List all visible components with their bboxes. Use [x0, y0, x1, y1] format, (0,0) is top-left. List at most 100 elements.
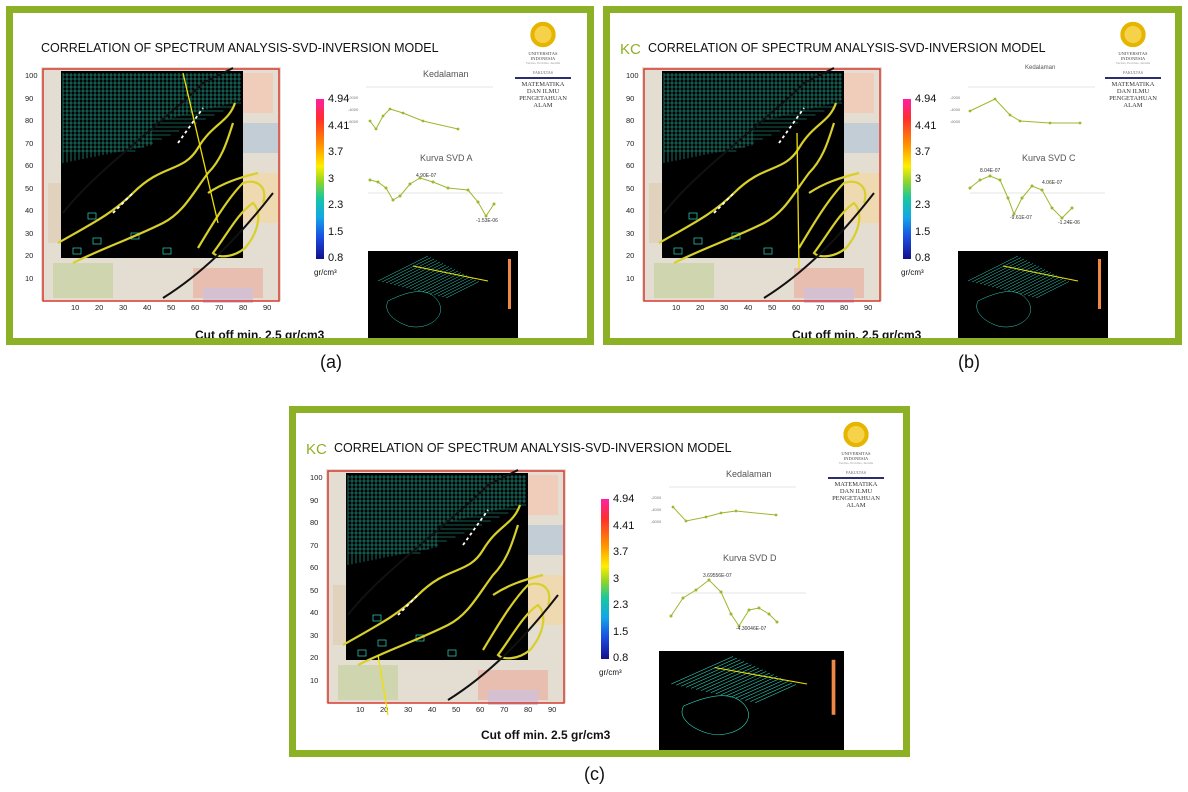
colorbar-unit: gr/cm³ [599, 668, 622, 677]
logo-university-line: INDONESIA [843, 456, 869, 461]
makara-seal-icon [1120, 21, 1146, 51]
logo-fakultas-line: MATEMATIKA [1111, 81, 1155, 88]
slide-panel-c: KC CORRELATION OF SPECTRUM ANALYSIS-SVD-I… [289, 406, 910, 757]
dashed-fault [397, 509, 489, 616]
svd-point [1070, 206, 1074, 210]
3d-model-view [958, 251, 1108, 338]
svd-series-line [369, 177, 495, 217]
geology-patch [243, 173, 278, 223]
logo-fakultas-line: PENGETAHUAN [1109, 95, 1157, 102]
svd-series-line [670, 579, 778, 627]
density-anomaly [688, 212, 698, 220]
geology-patch [844, 173, 879, 223]
logo-university-line: UNIVERSITAS [841, 451, 871, 456]
logo-divider [1105, 77, 1161, 79]
colorbar-value: 2.3 [915, 199, 931, 211]
depth-chart-title: Kedalaman [726, 469, 772, 479]
map-boundary [42, 68, 280, 302]
svg-text:-6000: -6000 [348, 119, 359, 124]
3d-profile-line [714, 666, 808, 685]
3d-model-view [659, 651, 844, 750]
depth-chart: -2000 -4000 -6000 [348, 86, 493, 131]
svg-text:-4000: -4000 [950, 107, 961, 112]
geology-patch [338, 665, 398, 700]
map-y-tick: 100 [310, 473, 323, 482]
logo-divider [828, 477, 884, 479]
map-x-tick: 70 [816, 303, 825, 312]
svd-point [729, 612, 733, 616]
depth-point [774, 513, 778, 517]
depth-chart-title: Kedalaman [1025, 65, 1056, 71]
3d-colorbar [1098, 259, 1101, 309]
depth-point [968, 109, 972, 113]
density-colorbar [903, 99, 911, 259]
svd-point [694, 588, 698, 592]
slide-content-b: KC CORRELATION OF SPECTRUM ANALYSIS-SVD-I… [610, 13, 1175, 338]
colorbar-value: 3.7 [613, 546, 629, 558]
map-y-tick: 20 [626, 251, 635, 260]
depth-point [734, 509, 738, 513]
cutoff-label: Cut off min. 2.5 gr/cm3 [195, 328, 325, 338]
svd-annotation: -1.53E-06 [476, 218, 498, 224]
logo-fakultas-line: PENGETAHUAN [519, 95, 567, 102]
svg-text:-6000: -6000 [950, 119, 961, 124]
density-map-svg [642, 67, 882, 303]
geology-patch [654, 263, 714, 298]
svd-annotation: -4.30046E-07 [736, 626, 767, 632]
3d-colorbar [831, 659, 836, 715]
colorbar-value: 4.41 [915, 119, 937, 132]
svd-point [368, 178, 372, 182]
svd-point [408, 182, 412, 186]
title-ghost-text: KC [620, 41, 641, 58]
map-y-tick: 80 [310, 518, 319, 527]
map-x-tick: 30 [404, 705, 413, 714]
map-y-tick: 90 [25, 93, 34, 103]
slide-panel-b: KC CORRELATION OF SPECTRUM ANALYSIS-SVD-I… [603, 6, 1182, 345]
logo-motto: Veritas, Probitas, Iustitia [1115, 61, 1151, 65]
colorbar-value: 2.3 [613, 599, 629, 611]
coastline [763, 192, 875, 299]
density-map [13, 63, 288, 313]
density-anomaly [72, 247, 82, 255]
map-y-tick: 80 [626, 116, 635, 125]
svd-chart-title: Kurva SVD C [1022, 153, 1076, 163]
geology-contours [658, 102, 867, 264]
map-x-tick: 60 [792, 303, 801, 312]
geology-patch [488, 690, 538, 705]
density-anomaly [372, 614, 382, 622]
colorbar-unit: gr/cm³ [901, 268, 924, 277]
colorbar-value: 0.8 [328, 252, 344, 264]
density-map [298, 465, 573, 716]
logo-fakultas-line: ALAM [846, 502, 866, 509]
svg-text:-2000: -2000 [651, 495, 662, 500]
university-logo: UNIVERSITAS INDONESIA Veritas, Probitas, I… [821, 419, 891, 509]
dashed-fault [112, 107, 204, 214]
profile-line [182, 72, 219, 224]
density-map-svg [41, 67, 281, 303]
density-anomaly [130, 232, 140, 240]
map-x-tick: 60 [191, 303, 200, 312]
makara-seal-icon [530, 21, 556, 51]
svd-chart-title: Kurva SVD A [420, 153, 473, 163]
depth-point [684, 519, 688, 523]
depth-point [1008, 113, 1012, 117]
map-y-tick: 10 [626, 273, 635, 283]
logo-divider [515, 77, 571, 79]
svd-chart [368, 176, 503, 218]
logo-fakultas-line: MATEMATIKA [834, 481, 878, 488]
colorbar-value: 4.94 [915, 93, 937, 105]
svd-point [1040, 188, 1044, 192]
svd-annotation: 3.69556E-07 [703, 573, 732, 579]
map-x-tick: 30 [119, 303, 128, 312]
map-y-tick: 90 [310, 495, 319, 505]
depth-point [401, 111, 405, 115]
map-y-tick: 50 [25, 183, 34, 193]
title-ghost-text: KC [306, 441, 327, 458]
map-y-tick: 100 [25, 71, 38, 80]
colorbar-value: 3.7 [328, 146, 344, 158]
map-y-tick: 80 [25, 116, 34, 125]
density-grid [347, 475, 526, 565]
geology-patch [203, 288, 253, 303]
density-grid [62, 73, 241, 163]
depth-chart: -2000 -4000 -6000 [651, 486, 796, 524]
